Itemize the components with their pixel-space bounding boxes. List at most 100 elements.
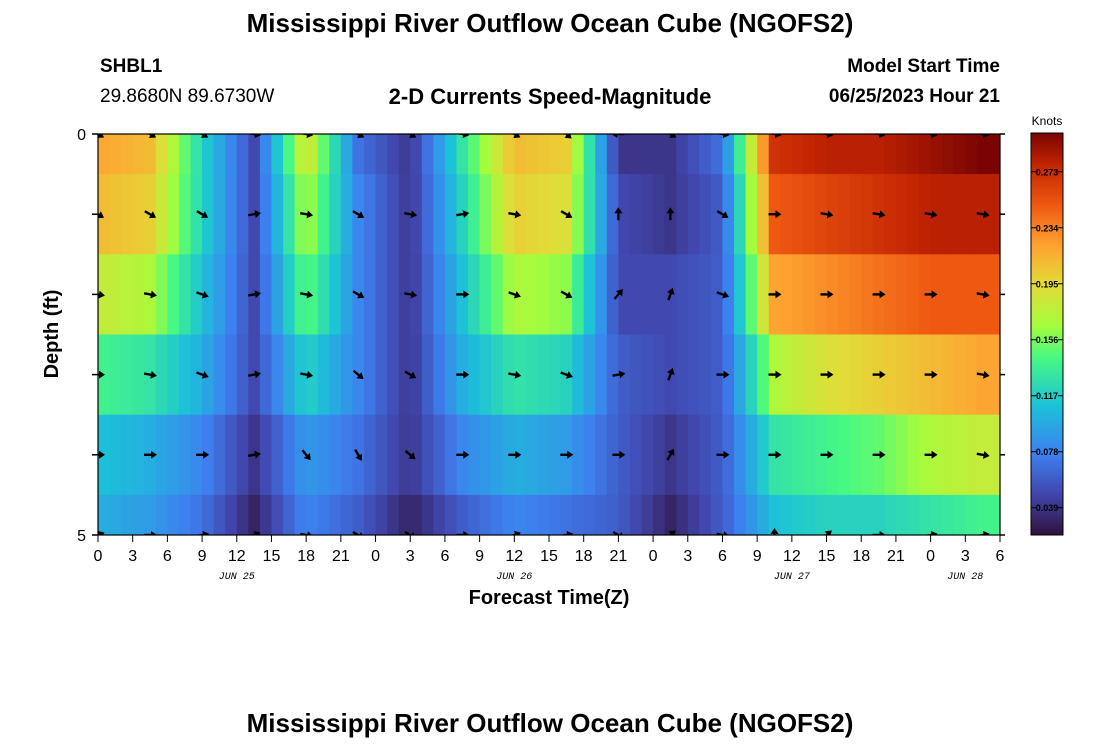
heatmap-cell <box>722 494 735 535</box>
heatmap-cell <box>757 494 770 535</box>
current-arrow <box>976 290 990 299</box>
heatmap-cell <box>178 134 192 175</box>
current-arrow <box>872 531 886 535</box>
colorbar-tick-label: 0.117 <box>1036 391 1058 401</box>
heatmap-cell <box>757 174 770 255</box>
heatmap-cell <box>387 494 400 535</box>
heatmap-cell <box>109 494 122 535</box>
heatmap-cell <box>387 414 400 496</box>
heatmap-cell <box>537 334 550 416</box>
date-label: JUN 27 <box>774 572 810 583</box>
heatmap-cell <box>329 174 342 255</box>
heatmap-cell <box>907 414 920 496</box>
heatmap-cell <box>491 254 504 336</box>
heatmap-cell <box>988 414 1000 496</box>
heatmap-cell <box>734 334 747 416</box>
current-arrow <box>352 290 365 299</box>
heatmap-cell <box>225 494 238 535</box>
current-arrow <box>404 530 417 535</box>
station-coordinates: 29.8680N 89.6730W <box>100 86 275 107</box>
heatmap-cell <box>606 174 619 255</box>
current-arrow <box>456 531 470 535</box>
x-tick-label: 12 <box>505 548 523 565</box>
current-arrow <box>820 290 834 299</box>
heatmap-cell <box>687 334 700 416</box>
heatmap-cell <box>433 494 446 535</box>
heatmap-cell <box>514 334 527 416</box>
heatmap-cell <box>849 174 862 255</box>
heatmap-cell <box>306 334 319 416</box>
x-tick-label: 18 <box>297 548 315 565</box>
heatmap-cell <box>965 334 978 416</box>
heatmap-cell <box>202 254 215 336</box>
current-arrow <box>144 210 157 219</box>
current-arrow <box>143 370 157 379</box>
heatmap-cell <box>734 494 747 535</box>
y-tick-label: 0 <box>77 127 86 144</box>
heatmap-cell <box>549 174 562 255</box>
heatmap-cell <box>791 134 805 175</box>
heatmap-cell <box>213 494 226 535</box>
y-tick-label: 5 <box>77 528 86 545</box>
heatmap-cell <box>352 494 365 535</box>
current-arrow <box>611 134 625 138</box>
current-arrow <box>613 289 623 300</box>
heatmap-cell <box>629 494 643 535</box>
heatmap-cell <box>317 174 330 255</box>
heatmap-cell <box>248 494 261 535</box>
heatmap-cell <box>398 334 411 416</box>
heatmap-cell <box>491 134 504 175</box>
heatmap-cell <box>363 494 377 535</box>
heatmap-cell <box>895 254 909 336</box>
heatmap-cell <box>965 134 978 175</box>
heatmap-cell <box>283 134 296 175</box>
heatmap-cell <box>780 334 793 416</box>
heatmap-cell <box>907 174 920 255</box>
heatmap-cell <box>953 494 966 535</box>
heatmap-cell <box>121 414 134 496</box>
colorbar-tick-label: 0.039 <box>1036 503 1059 513</box>
heatmap-cell <box>121 254 134 336</box>
current-arrow <box>508 450 522 459</box>
current-arrow <box>768 210 782 219</box>
current-arrow <box>924 370 938 379</box>
heatmap-cell <box>965 174 978 255</box>
heatmap-cell <box>791 334 805 416</box>
heatmap-cell <box>572 254 585 336</box>
heatmap-cell <box>479 334 492 416</box>
heatmap-cell <box>988 494 1000 535</box>
heatmap-cell <box>306 494 319 535</box>
heatmap-cell <box>907 494 920 535</box>
heatmap-cell <box>167 414 180 496</box>
heatmap-cell <box>294 414 307 496</box>
heatmap-cell <box>780 134 793 175</box>
heatmap-cell <box>780 254 793 336</box>
heatmap-cell <box>618 174 631 255</box>
heatmap-cell <box>757 254 770 336</box>
heatmap-cell <box>306 174 319 255</box>
heatmap-cell <box>121 494 134 535</box>
heatmap-cell <box>549 414 562 496</box>
heatmap-cell <box>653 174 666 255</box>
current-arrow <box>924 450 938 459</box>
heatmap-cell <box>549 134 562 175</box>
heatmap-cell <box>144 494 157 535</box>
current-arrow <box>820 210 834 219</box>
heatmap-cell <box>444 174 458 255</box>
current-arrow <box>404 450 416 460</box>
x-tick-label: 3 <box>961 548 970 565</box>
heatmap-cell <box>687 134 700 175</box>
heatmap-cell <box>653 334 666 416</box>
heatmap-cell <box>572 334 585 416</box>
heatmap-cell <box>213 134 226 175</box>
heatmap-cell <box>178 414 192 496</box>
heatmap-cell <box>375 334 388 416</box>
heatmap-cell <box>942 254 955 336</box>
current-arrow <box>98 210 105 219</box>
date-label: JUN 26 <box>496 572 532 583</box>
heatmap-cell <box>861 174 874 255</box>
heatmap-cell <box>468 174 481 255</box>
heatmap-cell <box>664 494 677 535</box>
heatmap-cell <box>155 134 168 175</box>
